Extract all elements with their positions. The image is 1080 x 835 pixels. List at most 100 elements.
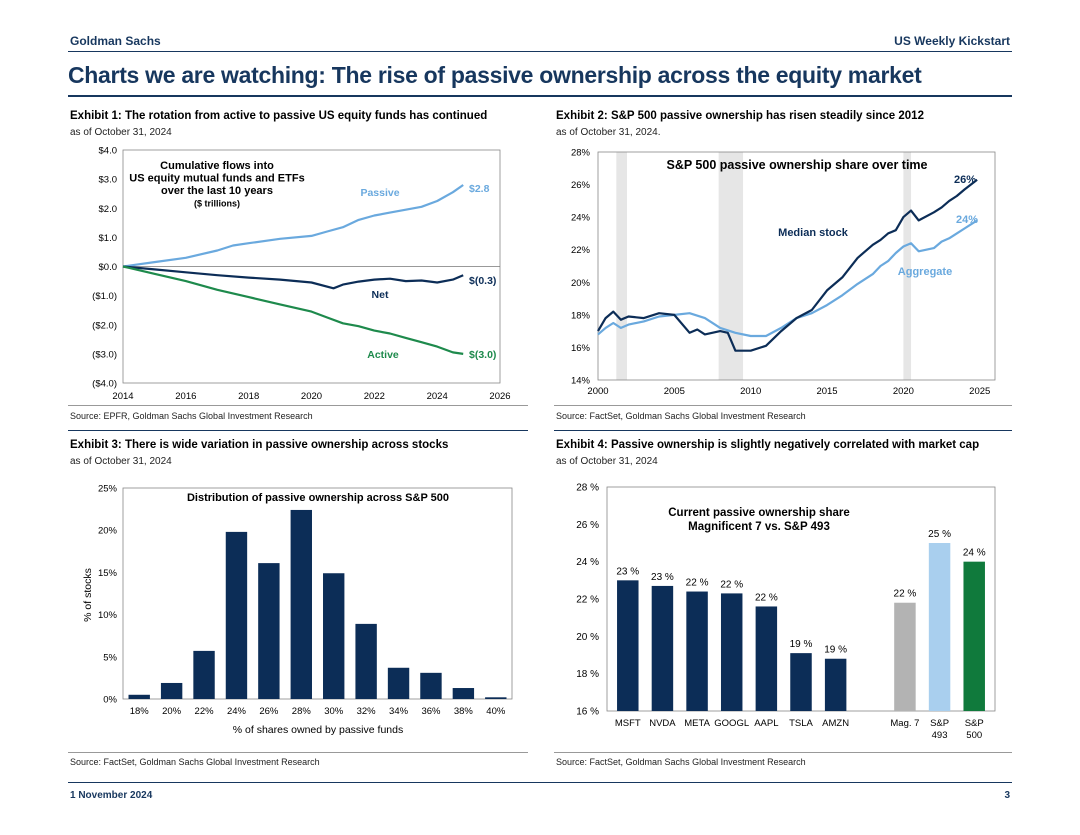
x-tick-label: 40% (486, 706, 506, 717)
chart-title-line: Current passive ownership share (668, 507, 850, 519)
header-rule (68, 51, 1012, 52)
chart-title: Distribution of passive ownership across… (187, 492, 449, 504)
bar-s-p-500 (963, 561, 985, 711)
histogram-bar (128, 694, 150, 699)
x-tick-label: S&P (930, 718, 949, 729)
data-label: 22 % (755, 592, 778, 603)
data-label: 23 % (616, 566, 639, 577)
bar-tsla (790, 653, 812, 711)
y-tick-label: 24 % (576, 557, 599, 568)
histogram-bar (420, 672, 442, 699)
x-tick-label: GOOGL (714, 718, 749, 729)
x-tick-label: 38% (454, 706, 474, 717)
x-tick-label: 30% (324, 706, 344, 717)
histogram-bar (290, 509, 312, 699)
data-label: 19 % (790, 639, 813, 650)
bar-amzn (824, 658, 847, 711)
series-label-net: Net (372, 289, 389, 301)
histogram-bar (485, 697, 507, 699)
series-line-passive (122, 184, 464, 268)
exhibit-3-source: Source: FactSet, Goldman Sachs Global In… (70, 757, 320, 767)
histogram-bar (323, 573, 345, 699)
end-label-passive: $2.8 (469, 183, 490, 195)
exhibit-2-source-rule (554, 405, 1012, 406)
x-tick-label: 2005 (664, 386, 685, 397)
y-tick-label: $2.0 (99, 204, 118, 215)
y-tick-label: $4.0 (99, 146, 118, 157)
bar-googl (720, 593, 743, 711)
x-tick-label: 2022 (364, 391, 385, 402)
bar-aapl (755, 606, 778, 711)
end-label-active: $(3.0) (469, 349, 496, 361)
x-tick-label: 36% (421, 706, 441, 717)
bar-nvda (651, 585, 674, 711)
y-tick-label: 22 % (576, 595, 599, 606)
end-label-median-stock: 26% (954, 174, 976, 186)
x-tick-label: 2024 (427, 391, 448, 402)
bar-mag-7 (894, 602, 916, 711)
x-tick-label: 2015 (816, 386, 837, 397)
x-tick-label: 24% (227, 706, 247, 717)
y-tick-label: 25% (98, 484, 118, 495)
y-tick-label: 10% (98, 610, 118, 621)
exhibit-2-subtitle: as of October 31, 2024. (556, 127, 661, 138)
y-tick-label: $3.0 (99, 175, 118, 186)
x-tick-label: META (684, 718, 710, 729)
data-label: 25 % (928, 529, 951, 540)
chart-title-unit: ($ trillions) (194, 199, 240, 209)
x-tick-label: AAPL (754, 718, 778, 729)
x-tick-label: 2026 (489, 391, 510, 402)
page-number: 3 (1004, 790, 1010, 801)
plot-frame (122, 487, 513, 700)
y-tick-label: 14% (571, 376, 591, 387)
plot-frame (597, 151, 996, 381)
y-tick-label: 28% (571, 148, 591, 159)
x-tick-label: 2014 (112, 391, 133, 402)
x-tick-label: 32% (357, 706, 377, 717)
histogram-bar (193, 650, 215, 699)
chart-title-line: US equity mutual funds and ETFs (129, 173, 304, 185)
x-tick-label: 20% (162, 706, 182, 717)
x-tick-label: TSLA (789, 718, 813, 729)
x-tick-label: NVDA (649, 718, 676, 729)
x-tick-label: 18% (130, 706, 150, 717)
y-tick-label: 22% (571, 245, 591, 256)
brand-name: Goldman Sachs (70, 34, 161, 48)
series-line-aggregate (597, 219, 978, 338)
y-tick-label: 15% (98, 568, 118, 579)
series-line-median-stock (597, 178, 978, 352)
y-tick-label: 20 % (576, 632, 599, 643)
series-label-aggregate: Aggregate (898, 266, 952, 278)
bar-meta (686, 591, 708, 711)
data-label: 23 % (651, 572, 674, 583)
chart-title-line: Magnificent 7 vs. S&P 493 (688, 521, 830, 533)
series-label-active: Active (367, 349, 399, 361)
y-tick-label: ($4.0) (92, 379, 117, 390)
chart-title-line: Cumulative flows into (160, 160, 274, 172)
x-tick-label: Mag. 7 (890, 718, 919, 729)
exhibit-3-chart: 0% 5% 10% 15% 20% 25% 18% 20% 22% 24% 26% 28% 30% 32%… (82, 484, 513, 736)
exhibit-2-source: Source: FactSet, Goldman Sachs Global In… (556, 411, 806, 421)
x-tick-label: 2018 (238, 391, 259, 402)
y-tick-label: 28 % (576, 483, 599, 494)
exhibit-4-subtitle: as of October 31, 2024 (556, 456, 658, 467)
y-tick-label: 0% (103, 695, 117, 706)
y-tick-label: 26 % (576, 520, 599, 531)
y-tick-label: 18% (571, 310, 591, 321)
exhibit-1-subtitle: as of October 31, 2024 (70, 127, 172, 138)
title-rule (68, 95, 1012, 97)
x-tick-label: 34% (389, 706, 409, 717)
y-tick-label: 5% (103, 652, 117, 663)
series-label-passive: Passive (360, 187, 399, 199)
x-tick-label: 493 (932, 730, 948, 741)
footer-rule (68, 782, 1012, 783)
x-tick-label: 28% (292, 706, 312, 717)
exhibit-4-top-rule (554, 430, 1012, 431)
x-tick-label: 500 (966, 730, 982, 741)
recession-band (903, 152, 912, 380)
data-label: 22 % (894, 589, 917, 600)
x-tick-label: 2010 (740, 386, 761, 397)
y-tick-label: 16 % (576, 707, 599, 718)
page-title: Charts we are watching: The rise of pass… (68, 62, 922, 88)
exhibit-1-chart: $4.0 $3.0 $2.0 $1.0 $0.0 ($1.0) ($2.0) ($3.0) ($… (92, 146, 510, 403)
